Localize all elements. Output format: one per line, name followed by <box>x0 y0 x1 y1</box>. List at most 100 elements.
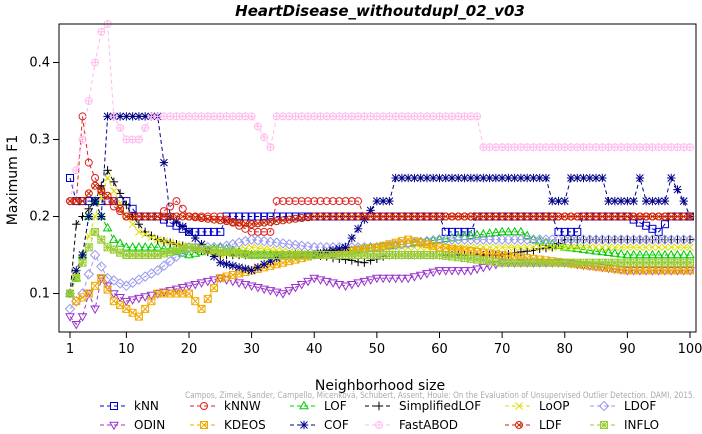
x-tick-label: 100 <box>678 342 702 357</box>
data-point <box>434 267 445 276</box>
series-ldf <box>66 181 694 229</box>
data-point <box>548 212 557 221</box>
data-point <box>228 217 237 226</box>
legend-marker <box>375 421 383 429</box>
data-point <box>629 212 638 221</box>
data-point <box>134 220 144 229</box>
x-tick-label: 40 <box>306 342 323 357</box>
data-point <box>197 214 206 223</box>
data-point <box>309 274 320 284</box>
data-point <box>673 212 682 221</box>
legend-label: LoOP <box>539 399 570 413</box>
data-point <box>103 285 112 294</box>
data-point <box>328 279 338 288</box>
data-point <box>310 197 319 206</box>
data-point <box>72 274 81 283</box>
legend-marker <box>515 402 523 410</box>
data-point <box>397 212 406 221</box>
data-point <box>654 243 663 252</box>
data-point <box>203 227 212 236</box>
data-point <box>72 220 81 229</box>
data-point <box>184 249 194 259</box>
data-point <box>648 212 657 221</box>
legend-marker <box>515 421 523 429</box>
data-point <box>648 243 657 252</box>
data-point <box>647 267 658 276</box>
data-point <box>178 222 187 231</box>
data-point <box>360 212 369 221</box>
data-point <box>197 227 206 236</box>
data-point <box>686 266 694 275</box>
data-point <box>410 212 419 221</box>
data-point <box>203 294 212 303</box>
data-point <box>247 220 256 229</box>
legend-item-cof: COF <box>290 418 349 432</box>
data-point <box>478 229 489 238</box>
data-point <box>341 212 350 221</box>
data-point <box>158 260 170 272</box>
data-point <box>91 181 100 190</box>
data-point <box>554 243 563 252</box>
data-point <box>160 237 168 245</box>
data-point <box>252 235 264 246</box>
data-point <box>102 222 113 232</box>
data-point <box>472 229 482 239</box>
x-tick-label: 10 <box>118 342 135 357</box>
data-point <box>291 214 300 223</box>
data-point <box>329 212 338 221</box>
data-point <box>541 212 550 221</box>
data-point <box>266 143 275 152</box>
data-point <box>215 274 226 284</box>
data-point <box>103 174 112 182</box>
data-point <box>234 279 244 288</box>
data-point <box>109 177 119 187</box>
data-point <box>485 212 494 221</box>
data-point <box>666 249 677 259</box>
data-point <box>254 244 262 252</box>
data-point <box>535 212 544 221</box>
data-point <box>91 281 100 290</box>
data-point <box>178 212 187 221</box>
data-point <box>598 243 607 252</box>
data-point <box>108 234 119 243</box>
data-point <box>366 212 375 221</box>
data-point <box>202 277 213 287</box>
x-axis-label: Neighborhood size <box>315 378 445 394</box>
data-point <box>635 173 645 183</box>
data-point <box>97 193 106 202</box>
data-point <box>216 258 225 267</box>
data-point <box>447 173 457 183</box>
data-point <box>277 238 289 249</box>
data-point <box>115 238 125 247</box>
data-point <box>109 187 118 195</box>
data-point <box>347 212 356 221</box>
data-point <box>91 227 100 236</box>
data-point <box>71 321 82 330</box>
data-point <box>517 243 525 252</box>
legend-item-fastabod: FastABOD <box>365 418 458 432</box>
legend-item-odin: ODIN <box>100 418 165 432</box>
data-point <box>228 212 237 221</box>
data-point <box>592 243 600 252</box>
data-point <box>134 112 144 121</box>
data-point <box>241 224 250 233</box>
data-point <box>103 112 112 121</box>
data-point <box>497 173 507 183</box>
data-point <box>491 173 501 183</box>
data-point <box>103 243 112 252</box>
data-point <box>146 291 157 301</box>
data-point <box>629 196 638 206</box>
data-point <box>679 243 688 252</box>
data-point <box>598 212 607 221</box>
data-point <box>371 274 382 284</box>
data-point <box>240 235 251 247</box>
data-point <box>152 290 163 299</box>
data-point <box>448 212 457 221</box>
legend-marker <box>374 401 384 411</box>
data-point <box>235 212 244 221</box>
data-point <box>560 243 569 252</box>
data-point <box>541 243 551 253</box>
data-point <box>184 282 194 292</box>
data-point <box>66 289 74 298</box>
data-point <box>347 197 356 206</box>
